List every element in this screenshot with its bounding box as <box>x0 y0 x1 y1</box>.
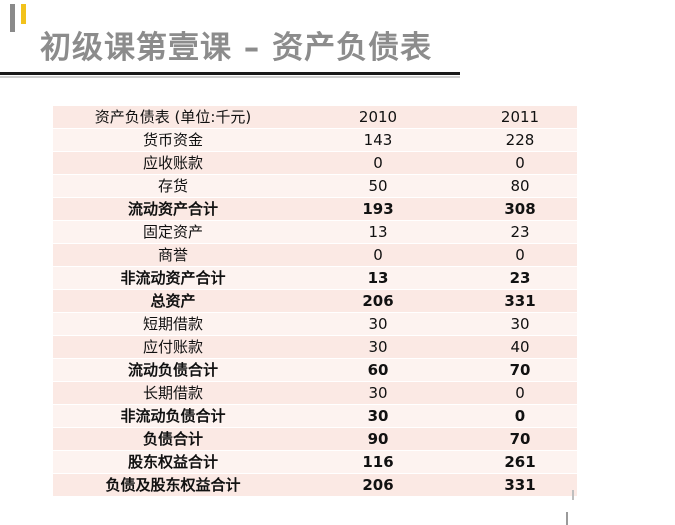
row-value-2011: 0 <box>463 405 577 427</box>
table-row: 固定资产 13 23 <box>53 221 577 243</box>
row-label: 长期借款 <box>53 382 293 404</box>
row-value-2011: 70 <box>463 428 577 450</box>
table-row: 存货 50 80 <box>53 175 577 197</box>
row-value-2010: 30 <box>293 405 463 427</box>
row-value-2011: 308 <box>463 198 577 220</box>
slide-title: 初级课第壹课 – 资产负债表 <box>40 30 433 66</box>
row-value-2011: 0 <box>463 152 577 174</box>
balance-sheet-table: 资产负债表 (单位:千元) 2010 2011 货币资金 143 228 应收账款 0 0… <box>53 105 577 497</box>
row-value-2011: 0 <box>463 382 577 404</box>
table-row: 应收账款 0 0 <box>53 152 577 174</box>
row-value-2010: 0 <box>293 244 463 266</box>
row-value-2011: 80 <box>463 175 577 197</box>
row-label: 流动资产合计 <box>53 198 293 220</box>
row-value-2010: 60 <box>293 359 463 381</box>
row-value-2011: 228 <box>463 129 577 151</box>
row-label: 非流动负债合计 <box>53 405 293 427</box>
row-value-2011: 23 <box>463 267 577 289</box>
row-value-2011: 23 <box>463 221 577 243</box>
row-value-2010: 206 <box>293 290 463 312</box>
row-label: 存货 <box>53 175 293 197</box>
row-value-2011: 261 <box>463 451 577 473</box>
row-label: 短期借款 <box>53 313 293 335</box>
row-label: 应收账款 <box>53 152 293 174</box>
row-label: 应付账款 <box>53 336 293 358</box>
header-year-2010: 2010 <box>293 106 463 128</box>
row-value-2010: 143 <box>293 129 463 151</box>
row-value-2010: 30 <box>293 382 463 404</box>
table-row: 短期借款 30 30 <box>53 313 577 335</box>
row-value-2011: 331 <box>463 474 577 496</box>
row-label: 非流动资产合计 <box>53 267 293 289</box>
row-value-2010: 30 <box>293 336 463 358</box>
row-value-2010: 13 <box>293 221 463 243</box>
row-label: 商誉 <box>53 244 293 266</box>
title-underline-shadow <box>0 76 460 78</box>
row-value-2011: 40 <box>463 336 577 358</box>
row-value-2011: 331 <box>463 290 577 312</box>
table-row: 非流动资产合计 13 23 <box>53 267 577 289</box>
row-value-2011: 0 <box>463 244 577 266</box>
header-year-2011: 2011 <box>463 106 577 128</box>
row-value-2011: 30 <box>463 313 577 335</box>
row-value-2010: 90 <box>293 428 463 450</box>
row-value-2010: 206 <box>293 474 463 496</box>
table-row: 非流动负债合计 30 0 <box>53 405 577 427</box>
slide-edge-mark <box>572 490 574 500</box>
table-row: 应付账款 30 40 <box>53 336 577 358</box>
row-label: 货币资金 <box>53 129 293 151</box>
table-row: 长期借款 30 0 <box>53 382 577 404</box>
table-row: 负债及股东权益合计 206 331 <box>53 474 577 496</box>
row-value-2010: 116 <box>293 451 463 473</box>
table-header-row: 资产负债表 (单位:千元) 2010 2011 <box>53 106 577 128</box>
table-row: 股东权益合计 116 261 <box>53 451 577 473</box>
row-value-2010: 30 <box>293 313 463 335</box>
row-value-2010: 13 <box>293 267 463 289</box>
table-row: 负债合计 90 70 <box>53 428 577 450</box>
row-label: 负债合计 <box>53 428 293 450</box>
table-row: 总资产 206 331 <box>53 290 577 312</box>
row-label: 总资产 <box>53 290 293 312</box>
table-row: 货币资金 143 228 <box>53 129 577 151</box>
row-label: 固定资产 <box>53 221 293 243</box>
slide-bottom-mark <box>566 512 568 525</box>
table-row: 流动负债合计 60 70 <box>53 359 577 381</box>
row-value-2010: 0 <box>293 152 463 174</box>
row-label: 股东权益合计 <box>53 451 293 473</box>
row-value-2011: 70 <box>463 359 577 381</box>
accent-bar-dark <box>10 4 15 32</box>
row-label: 流动负债合计 <box>53 359 293 381</box>
row-label: 负债及股东权益合计 <box>53 474 293 496</box>
title-underline <box>0 72 460 75</box>
table-row: 商誉 0 0 <box>53 244 577 266</box>
header-label: 资产负债表 (单位:千元) <box>53 106 293 128</box>
row-value-2010: 193 <box>293 198 463 220</box>
row-value-2010: 50 <box>293 175 463 197</box>
table-row: 流动资产合计 193 308 <box>53 198 577 220</box>
accent-bar-gold <box>21 4 26 24</box>
